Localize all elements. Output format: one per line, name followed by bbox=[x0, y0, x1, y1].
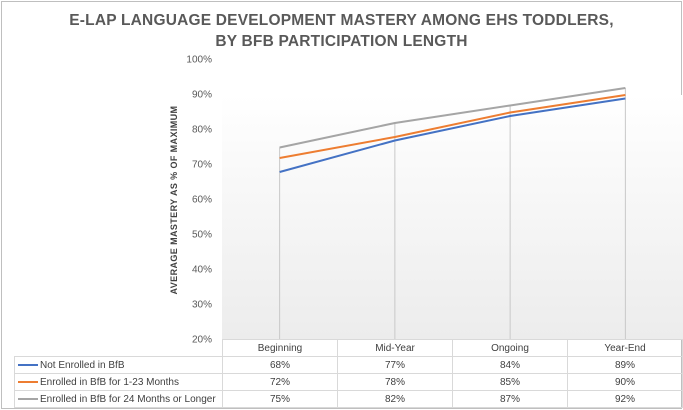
data-table: Beginning Mid-Year Ongoing Year-End Not Enro… bbox=[14, 339, 683, 408]
y-tick-label: 90% bbox=[191, 89, 212, 101]
data-label: 82% bbox=[337, 390, 453, 408]
y-tick-label: 50% bbox=[191, 229, 212, 241]
data-label: 84% bbox=[451, 356, 569, 374]
table-header-row: Beginning Mid-Year Ongoing Year-End bbox=[15, 339, 683, 357]
legend-key-icon bbox=[18, 380, 38, 383]
chart-title-line-1: E-LAP LANGUAGE DEVELOPMENT MASTERY AMONG… bbox=[69, 12, 614, 29]
y-tick-label: 70% bbox=[191, 159, 212, 171]
legend-entry: Enrolled in BfB for 1-23 Months bbox=[14, 373, 223, 391]
series-line bbox=[279, 97, 626, 173]
y-tick-label: 40% bbox=[191, 264, 212, 276]
y-tick-label: 60% bbox=[191, 194, 212, 206]
data-label: 68% bbox=[221, 356, 339, 374]
data-label: 72% bbox=[221, 373, 339, 391]
series-name: Not Enrolled in BfB bbox=[40, 359, 125, 371]
data-label: 85% bbox=[451, 373, 569, 391]
chart-title-line-2: BY BFB PARTICIPATION LENGTH bbox=[215, 33, 468, 50]
category-label: Year-End bbox=[567, 339, 683, 357]
chart-title: E-LAP LANGUAGE DEVELOPMENT MASTERY AMONG… bbox=[0, 10, 683, 52]
table-corner bbox=[15, 340, 223, 357]
plot-background bbox=[222, 95, 683, 340]
data-label: 75% bbox=[221, 390, 339, 408]
y-tick-label: 30% bbox=[191, 299, 212, 311]
data-label: 90% bbox=[567, 373, 683, 391]
legend-key-icon bbox=[18, 363, 38, 366]
series-name: Enrolled in BfB for 24 Months or Longer bbox=[40, 393, 216, 405]
data-label: 89% bbox=[567, 356, 683, 374]
legend-entry: Enrolled in BfB for 24 Months or Longer bbox=[14, 390, 223, 408]
data-label: 87% bbox=[451, 390, 569, 408]
category-label: Mid-Year bbox=[337, 339, 453, 357]
table-row: Enrolled in BfB for 1-23 Months 72% 78% 85%… bbox=[14, 373, 683, 391]
series-name: Enrolled in BfB for 1-23 Months bbox=[40, 376, 179, 388]
series-line bbox=[279, 94, 626, 159]
data-label: 77% bbox=[337, 356, 453, 374]
legend-key-icon bbox=[18, 397, 38, 400]
data-label: 78% bbox=[337, 373, 453, 391]
category-label: Beginning bbox=[221, 339, 339, 357]
table-row: Not Enrolled in BfB 68% 77% 84% 89% bbox=[14, 356, 683, 374]
legend-entry: Not Enrolled in BfB bbox=[14, 356, 223, 374]
category-label: Ongoing bbox=[451, 339, 569, 357]
series-line bbox=[279, 87, 626, 149]
table-row: Enrolled in BfB for 24 Months or Longer 7… bbox=[14, 390, 683, 408]
y-tick-label: 20% bbox=[191, 334, 212, 346]
y-tick-label: 100% bbox=[186, 54, 212, 66]
y-tick-label: 80% bbox=[191, 124, 212, 136]
data-label: 92% bbox=[567, 390, 683, 408]
